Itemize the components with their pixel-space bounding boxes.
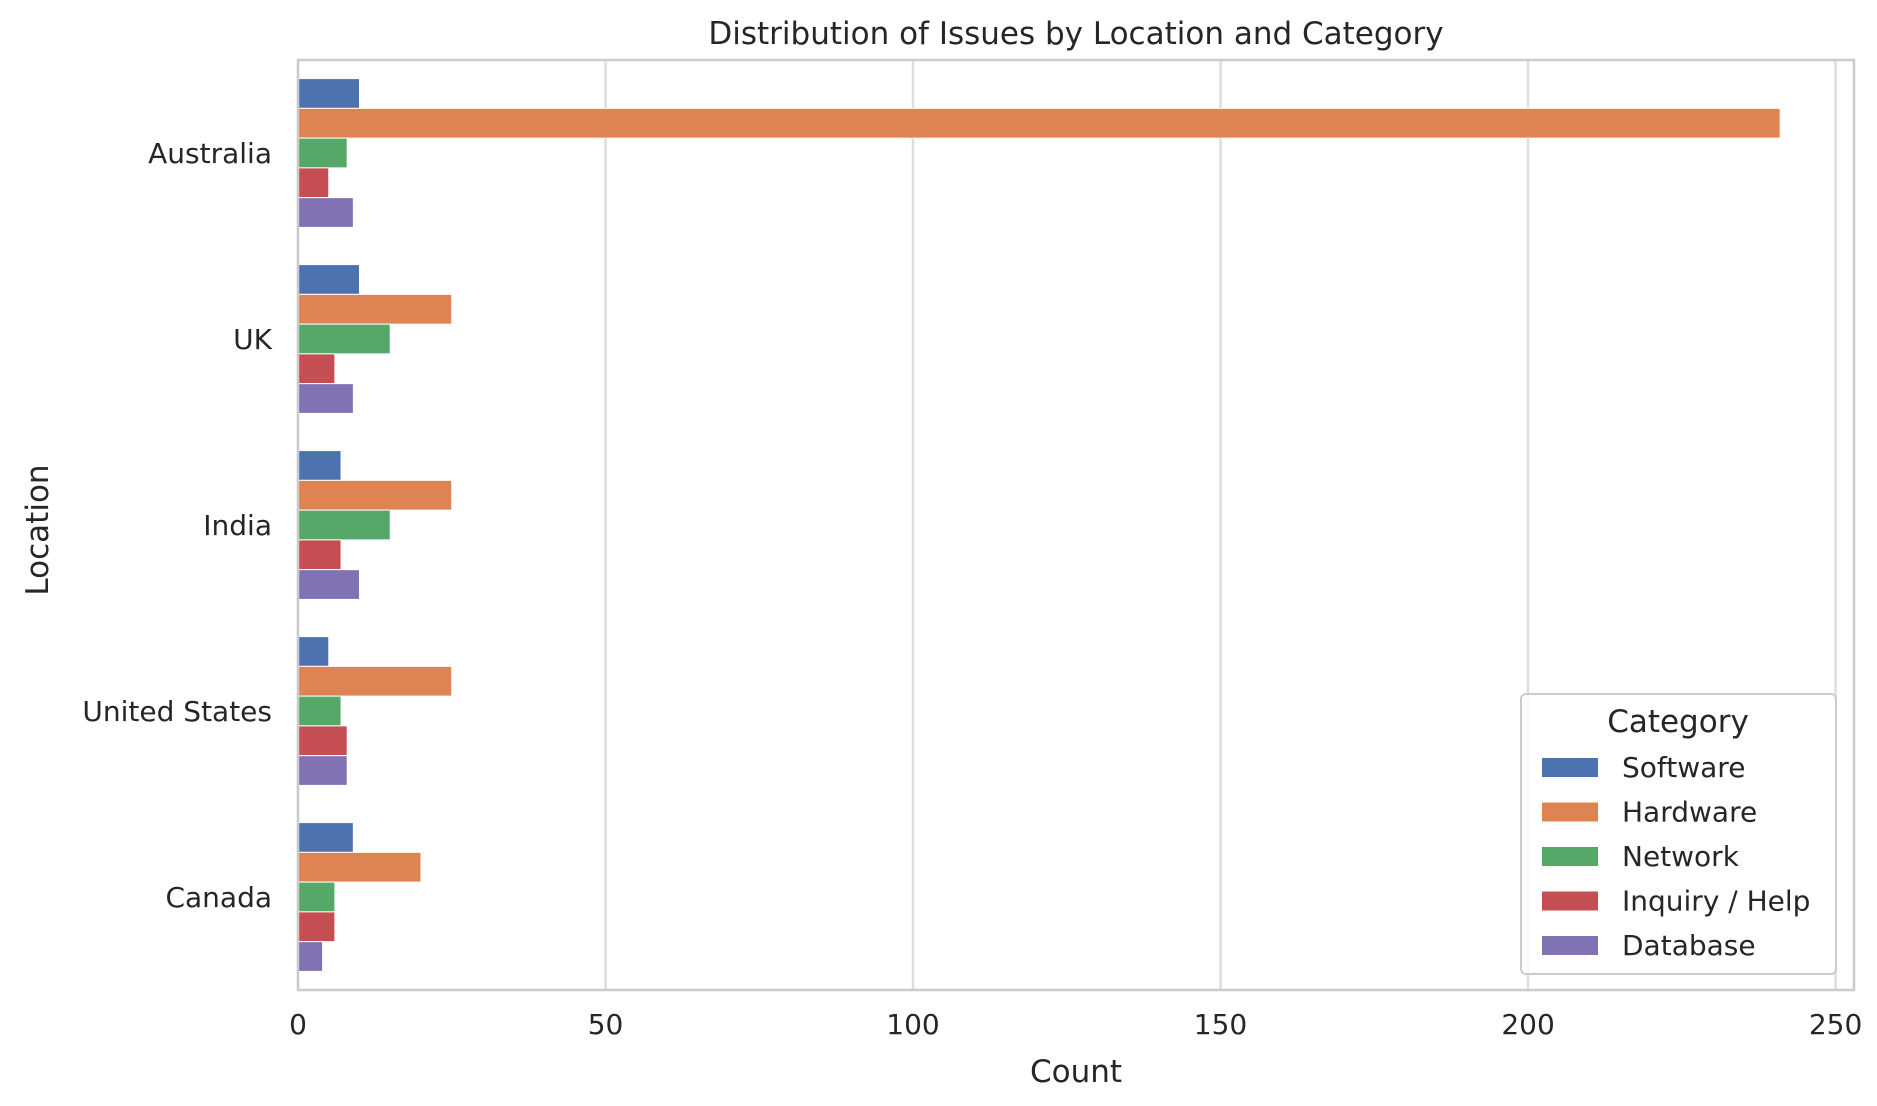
legend-label: Inquiry / Help (1622, 885, 1810, 918)
bar-canada-inquiry-help (297, 911, 336, 943)
bar-uk-hardware (297, 293, 453, 325)
bar-united-states-network (297, 695, 342, 727)
bar-australia-hardware (297, 107, 1781, 139)
y-axis-label: Location (20, 464, 56, 595)
bar-australia-network (297, 137, 348, 169)
bar-united-states-database (297, 755, 348, 786)
y-ticks: Australia UK India United States Canada (82, 137, 272, 914)
bar-india-database (297, 569, 361, 600)
y-tick-label: Canada (165, 881, 272, 914)
bar-uk-inquiry-help (297, 353, 336, 385)
legend-label: Software (1622, 751, 1745, 784)
bar-united-states-hardware (297, 665, 453, 697)
bar-uk-software (297, 264, 361, 295)
legend-frame (1520, 693, 1837, 975)
bar-uk-network (297, 323, 391, 355)
chart-title: Distribution of Issues by Location and C… (708, 16, 1443, 52)
y-tick-label: UK (233, 323, 272, 356)
bar-canada-hardware (297, 851, 422, 883)
legend-items: Software Hardware Network Inquiry / Help Dat… (1542, 751, 1810, 962)
legend-label: Hardware (1622, 796, 1757, 829)
y-tick-label: India (203, 509, 272, 542)
legend-swatch (1542, 802, 1598, 822)
bar-australia-inquiry-help (297, 167, 330, 199)
x-tick-label: 50 (588, 1008, 624, 1041)
x-tick-label: 0 (289, 1008, 307, 1041)
legend-swatch (1542, 891, 1598, 911)
legend-swatch (1542, 847, 1598, 866)
bar-india-software (297, 450, 342, 481)
bar-canada-network (297, 881, 336, 913)
legend-label: Network (1622, 840, 1740, 873)
x-tick-label: 150 (1194, 1008, 1247, 1041)
x-tick-label: 200 (1501, 1008, 1554, 1041)
legend-swatch (1542, 758, 1598, 777)
x-axis-label: Count (1030, 1054, 1122, 1090)
x-tick-label: 250 (1809, 1008, 1862, 1041)
bar-canada-database (297, 941, 324, 972)
bar-canada-software (297, 822, 354, 853)
bars (297, 78, 1781, 972)
legend: Category Software Hardware Network Inquiry … (1520, 693, 1837, 975)
x-tick-label: 100 (886, 1008, 939, 1041)
bar-australia-database (297, 197, 354, 228)
legend-swatch (1542, 936, 1598, 955)
plot-frame (296, 58, 1856, 992)
bar-india-hardware (297, 479, 453, 511)
legend-label: Database (1622, 929, 1756, 962)
x-ticks: 0 50 100 150 200 250 (289, 1008, 1862, 1041)
bar-australia-software (297, 78, 361, 109)
bar-india-network (297, 509, 391, 541)
bar-united-states-inquiry-help (297, 725, 348, 757)
bar-india-inquiry-help (297, 539, 342, 571)
legend-title: Category (1607, 704, 1749, 740)
y-tick-label: United States (82, 695, 272, 728)
bar-united-states-software (297, 636, 330, 667)
bar-uk-database (297, 383, 354, 414)
y-tick-label: Australia (148, 137, 272, 170)
